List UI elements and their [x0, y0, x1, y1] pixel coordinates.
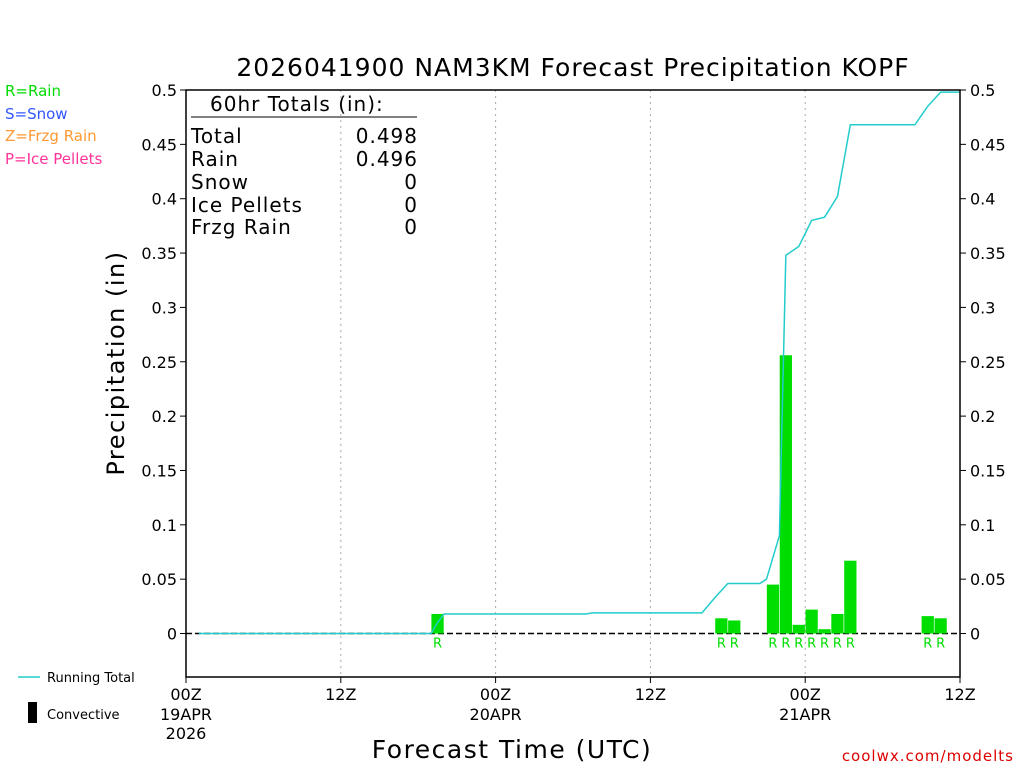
type-legend: R=Rain S=Snow Z=Frzg Rain P=Ice Pellets: [5, 82, 102, 168]
running-total-path: [198, 91, 960, 635]
precip-type-label-6: R: [807, 637, 816, 652]
credit-text: coolwx.com/modelts: [842, 747, 1014, 765]
totals-box: 60hr Totals (in): Total 0.498 Rain 0.496…: [190, 92, 418, 239]
convective-label: Convective: [47, 708, 120, 723]
y-tick-label-right-9: 0.45: [970, 135, 1006, 154]
precip-bars: [431, 355, 947, 634]
y-axis-left: 0 0.05 0.1 0.15 0.2 0.25 0.3 0.35 0.4 0.45 0.5: [141, 81, 186, 644]
legend-ice-pellets: P=Ice Pellets: [5, 150, 102, 168]
chart-title: 2026041900 NAM3KM Forecast Precipitation…: [236, 53, 909, 82]
precip-bar-10: [921, 616, 934, 634]
y-tick-label-right-8: 0.4: [970, 190, 995, 209]
x-axis-title: Forecast Time (UTC): [372, 735, 652, 764]
precip-type-label-2: R: [730, 637, 739, 652]
totals-ice-label: Ice Pellets: [191, 193, 303, 217]
totals-frzg-label: Frzg Rain: [191, 215, 292, 239]
y-tick-label-left-3: 0.15: [141, 461, 177, 480]
y-tick-label-right-3: 0.15: [970, 461, 1006, 480]
precip-bar-3: [766, 584, 780, 634]
plot-frame: [185, 89, 961, 678]
y-axis-title: Precipitation (in): [102, 250, 130, 475]
y-tick-label-left-8: 0.4: [152, 190, 177, 209]
y-tick-label-right-2: 0.1: [970, 516, 995, 535]
grid-lines: [340, 90, 806, 677]
running-total-line: [198, 91, 960, 635]
y-tick-label-right-0: 0: [970, 625, 980, 644]
precip-bar-1: [715, 618, 728, 634]
convective-swatch: [28, 702, 37, 723]
totals-total-label: Total: [190, 124, 243, 148]
precip-bar-11: [934, 618, 947, 634]
y-tick-label-left-0: 0: [167, 625, 177, 644]
y-tick-label-left-6: 0.3: [152, 298, 177, 317]
x-date-label-4: 21APR: [779, 705, 831, 724]
precip-type-label-0: R: [433, 637, 442, 652]
y-tick-label-left-1: 0.05: [141, 570, 177, 589]
x-tick-label-4: 00Z: [790, 685, 821, 704]
totals-rain-label: Rain: [191, 147, 239, 171]
x-date-label-0: 19APR: [160, 705, 212, 724]
precip-type-label-3: R: [768, 637, 777, 652]
line-legend: Running Total Convective: [18, 671, 135, 723]
precip-type-label-10: R: [923, 637, 932, 652]
precip-type-label-11: R: [936, 637, 945, 652]
precip-type-label-7: R: [820, 637, 829, 652]
y-tick-label-left-7: 0.35: [141, 244, 177, 263]
legend-frzg-rain: Z=Frzg Rain: [5, 127, 97, 145]
precip-bar-9: [844, 560, 857, 634]
totals-total-value: 0.498: [356, 124, 418, 148]
y-tick-label-right-4: 0.2: [970, 407, 995, 426]
y-tick-label-left-9: 0.45: [141, 135, 177, 154]
precip-bar-8: [831, 613, 844, 634]
precip-bar-6: [805, 609, 818, 634]
y-tick-label-right-10: 0.5: [970, 81, 995, 100]
precip-type-label-9: R: [846, 637, 855, 652]
precip-bar-4: [779, 355, 792, 634]
precip-bar-2: [728, 620, 741, 634]
x-year-label-0: 2026: [166, 724, 207, 743]
y-tick-label-right-5: 0.25: [970, 353, 1006, 372]
x-tick-label-0: 00Z: [170, 685, 201, 704]
totals-ice-value: 0: [404, 193, 418, 217]
x-tick-label-5: 12Z: [944, 685, 975, 704]
legend-snow: S=Snow: [5, 105, 68, 123]
precip-type-label-1: R: [717, 637, 726, 652]
y-tick-label-right-6: 0.3: [970, 298, 995, 317]
totals-snow-label: Snow: [191, 170, 249, 194]
x-tick-label-2: 00Z: [480, 685, 511, 704]
y-axis-right: 0 0.05 0.1 0.15 0.2 0.25 0.3 0.35 0.4 0.45 0.5: [960, 81, 1006, 644]
y-tick-label-right-7: 0.35: [970, 244, 1006, 263]
y-tick-label-left-10: 0.5: [152, 81, 177, 100]
precip-type-label-5: R: [794, 637, 803, 652]
y-tick-label-left-2: 0.1: [152, 516, 177, 535]
legend-rain: R=Rain: [5, 82, 61, 100]
totals-header: 60hr Totals (in):: [210, 92, 384, 116]
totals-snow-value: 0: [404, 170, 418, 194]
totals-rain-value: 0.496: [356, 147, 418, 171]
precip-bar-5: [792, 624, 805, 634]
precip-bar-7: [818, 629, 831, 634]
running-total-label: Running Total: [47, 671, 135, 686]
precip-type-label-4: R: [781, 637, 790, 652]
y-tick-label-left-4: 0.2: [152, 407, 177, 426]
y-tick-label-right-1: 0.05: [970, 570, 1006, 589]
x-tick-label-3: 12Z: [635, 685, 666, 704]
x-tick-label-1: 12Z: [325, 685, 356, 704]
x-date-label-2: 20APR: [470, 705, 522, 724]
y-tick-label-left-5: 0.25: [141, 353, 177, 372]
precip-type-label-8: R: [833, 637, 842, 652]
totals-frzg-value: 0: [404, 215, 418, 239]
